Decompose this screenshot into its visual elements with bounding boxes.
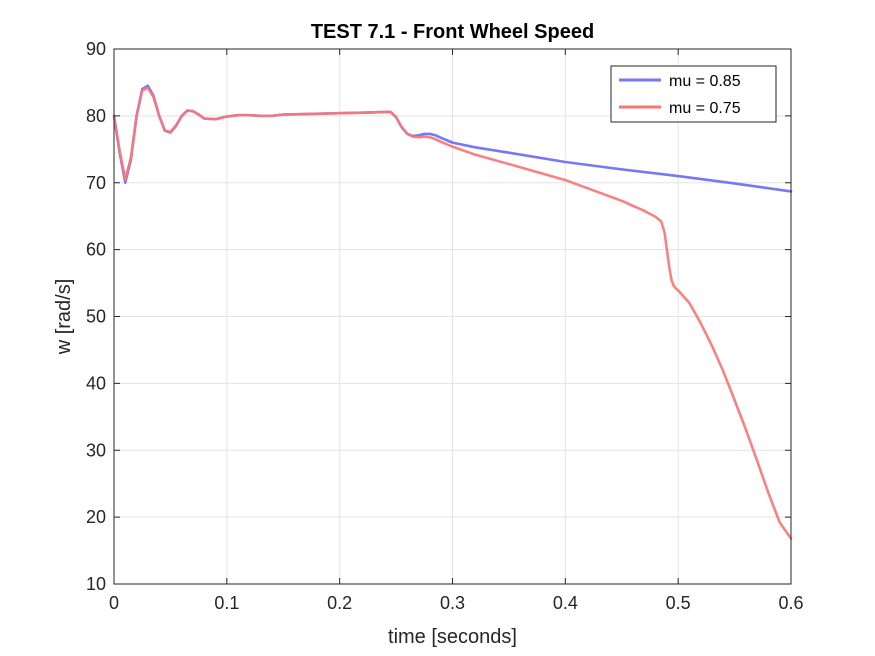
x-tick-label: 0.3 [440, 593, 465, 613]
y-tick-label: 90 [86, 39, 106, 59]
x-tick-label: 0.4 [553, 593, 578, 613]
y-tick-label: 80 [86, 106, 106, 126]
x-tick-label: 0.6 [778, 593, 803, 613]
y-tick-label: 20 [86, 507, 106, 527]
x-tick-label: 0.2 [327, 593, 352, 613]
y-tick-label: 40 [86, 373, 106, 393]
legend: mu = 0.85 mu = 0.75 [610, 65, 777, 123]
x-tick-label: 0.1 [214, 593, 239, 613]
grid [114, 49, 791, 584]
y-tick-label: 30 [86, 440, 106, 460]
series-line-mu-075 [112, 86, 793, 540]
ticks: 0 0.1 0.2 0.3 0.4 0.5 0.6 10 20 30 40 50 60 70 80 90 [86, 39, 804, 613]
x-tick-label: 0.5 [666, 593, 691, 613]
legend-label-mu-075: mu = 0.75 [669, 100, 741, 117]
y-axis-label: w [rad/s] [53, 279, 75, 356]
legend-label-mu-085: mu = 0.85 [669, 73, 741, 90]
y-tick-label: 60 [86, 240, 106, 260]
y-tick-label: 70 [86, 173, 106, 193]
y-tick-label: 50 [86, 307, 106, 327]
x-tick-label: 0 [109, 593, 119, 613]
chart-title: TEST 7.1 - Front Wheel Speed [311, 21, 594, 43]
x-axis-label: time [seconds] [388, 626, 517, 648]
legend-box [610, 65, 777, 123]
y-tick-label: 10 [86, 574, 106, 594]
series-group [112, 84, 793, 540]
